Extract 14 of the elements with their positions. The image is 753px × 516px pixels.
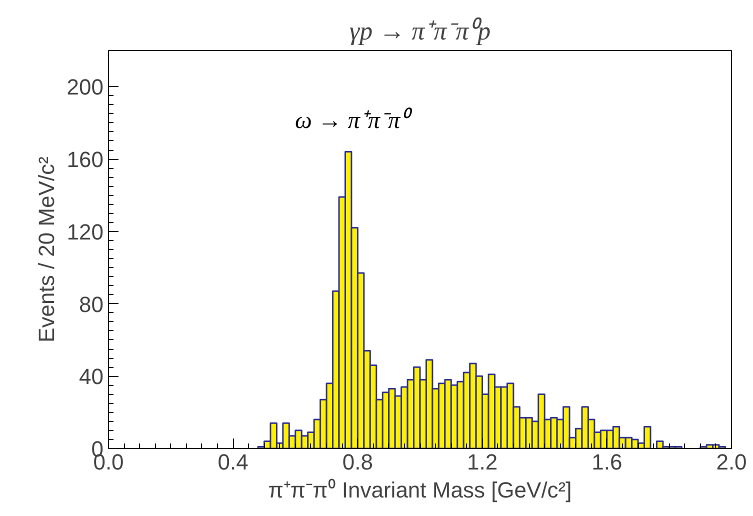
- y-tick-label: 120: [66, 219, 104, 244]
- y-tick-label: 80: [79, 292, 104, 317]
- y-tick-label: 200: [66, 74, 104, 100]
- y-tick-label: 160: [66, 147, 104, 172]
- x-tick-label: 0.8: [342, 450, 373, 474]
- y-tick-label: 40: [79, 364, 104, 390]
- x-tick-label: 1.6: [592, 450, 622, 474]
- annotation: ω → π⁺π⁻π⁰: [294, 106, 413, 134]
- x-tick-label: 0.4: [218, 450, 248, 474]
- x-axis-title: π⁺π⁻π⁰ Invariant Mass [GeV/c²]: [268, 478, 572, 502]
- x-tick-label: 1.2: [467, 450, 498, 474]
- x-tick-label: 2.0: [716, 450, 747, 474]
- chart-title: γp → π⁺π⁻π⁰p: [349, 16, 491, 46]
- y-axis-title: Events / 20 MeV/c²: [34, 156, 59, 342]
